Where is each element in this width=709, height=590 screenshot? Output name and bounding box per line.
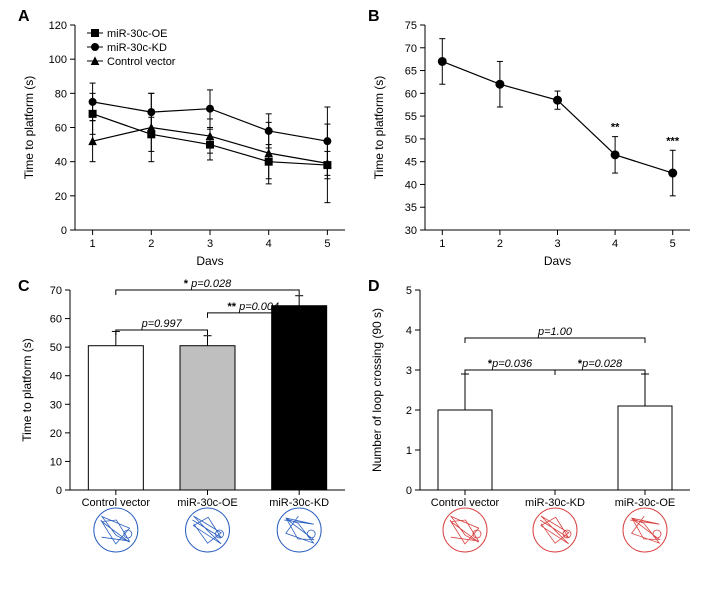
svg-text:***: *** — [666, 135, 680, 147]
svg-text:10: 10 — [50, 456, 62, 468]
svg-text:35: 35 — [405, 202, 417, 214]
svg-text:Time to platform (s): Time to platform (s) — [20, 338, 34, 442]
svg-text:80: 80 — [55, 88, 67, 100]
svg-text:Control vector: Control vector — [107, 56, 176, 68]
svg-text:Days: Days — [196, 254, 223, 265]
svg-text:30: 30 — [405, 225, 417, 237]
svg-text:miR-30c-OE: miR-30c-OE — [615, 497, 676, 509]
svg-text:2: 2 — [148, 238, 154, 250]
svg-text:Control vector: Control vector — [431, 497, 500, 509]
svg-text:50: 50 — [405, 134, 417, 146]
svg-text:miR-30c-KD: miR-30c-KD — [269, 497, 329, 509]
svg-text:4: 4 — [406, 325, 412, 337]
svg-text:1: 1 — [90, 238, 96, 250]
svg-text:Control vector: Control vector — [82, 497, 151, 509]
svg-text:70: 70 — [50, 285, 62, 297]
svg-text:miR-30c-OE: miR-30c-OE — [107, 28, 168, 40]
svg-text:20: 20 — [50, 428, 62, 440]
svg-text:3: 3 — [207, 238, 213, 250]
svg-text:30: 30 — [50, 399, 62, 411]
svg-text:120: 120 — [49, 20, 67, 32]
svg-text:40: 40 — [50, 371, 62, 383]
svg-text:65: 65 — [405, 66, 417, 78]
svg-text:50: 50 — [50, 342, 62, 354]
svg-text:20: 20 — [55, 191, 67, 203]
chart-b: 3035404550556065707512345DaysTime to pla… — [365, 5, 700, 265]
chart-a: 0 20 40 60 80 100 120 1 2 3 4 5 Days Time to platform… — [15, 5, 355, 265]
svg-text:4: 4 — [266, 238, 272, 250]
svg-text:miR-30c-KD: miR-30c-KD — [107, 42, 167, 54]
svg-text:5: 5 — [324, 238, 330, 250]
svg-text:2: 2 — [406, 405, 412, 417]
svg-text:5: 5 — [406, 285, 412, 297]
svg-text:55: 55 — [405, 111, 417, 123]
svg-text:3: 3 — [406, 365, 412, 377]
svg-text:miR-30c-OE: miR-30c-OE — [177, 497, 238, 509]
svg-text:70: 70 — [405, 43, 417, 55]
svg-text:p=0.997: p=0.997 — [141, 318, 183, 330]
chart-c: 0 10 20 30 40 50 60 70 Time to platform (s) Contr… — [15, 275, 355, 580]
svg-text:Days: Days — [544, 254, 571, 265]
svg-text:* p=0.028: * p=0.028 — [184, 278, 232, 290]
svg-text:4: 4 — [612, 238, 618, 250]
svg-text:*p=0.028: *p=0.028 — [578, 358, 623, 370]
svg-text:**: ** — [611, 122, 620, 134]
svg-text:0: 0 — [61, 225, 67, 237]
svg-text:60: 60 — [55, 123, 67, 135]
svg-text:Time to platform (s): Time to platform (s) — [372, 76, 386, 180]
svg-text:75: 75 — [405, 20, 417, 32]
svg-text:p=1.00: p=1.00 — [537, 326, 573, 338]
svg-text:** p=0.004: ** p=0.004 — [227, 301, 279, 313]
svg-text:1: 1 — [406, 445, 412, 457]
svg-text:0: 0 — [56, 485, 62, 497]
svg-text:100: 100 — [49, 54, 67, 66]
svg-text:3: 3 — [554, 238, 560, 250]
svg-text:1: 1 — [439, 238, 445, 250]
svg-text:Number of loop crossing (90 s): Number of loop crossing (90 s) — [370, 308, 384, 472]
svg-text:60: 60 — [50, 314, 62, 326]
chart-d: 0 1 2 3 4 5 Number of loop crossing (90 s) Cont… — [365, 275, 700, 580]
svg-text:0: 0 — [406, 485, 412, 497]
svg-text:2: 2 — [497, 238, 503, 250]
svg-text:5: 5 — [670, 238, 676, 250]
svg-text:*p=0.036: *p=0.036 — [488, 358, 533, 370]
svg-text:miR-30c-KD: miR-30c-KD — [525, 497, 585, 509]
svg-text:Time to platform (s): Time to platform (s) — [22, 76, 36, 180]
svg-text:45: 45 — [405, 157, 417, 169]
svg-text:60: 60 — [405, 88, 417, 100]
svg-text:40: 40 — [405, 179, 417, 191]
svg-text:40: 40 — [55, 157, 67, 169]
